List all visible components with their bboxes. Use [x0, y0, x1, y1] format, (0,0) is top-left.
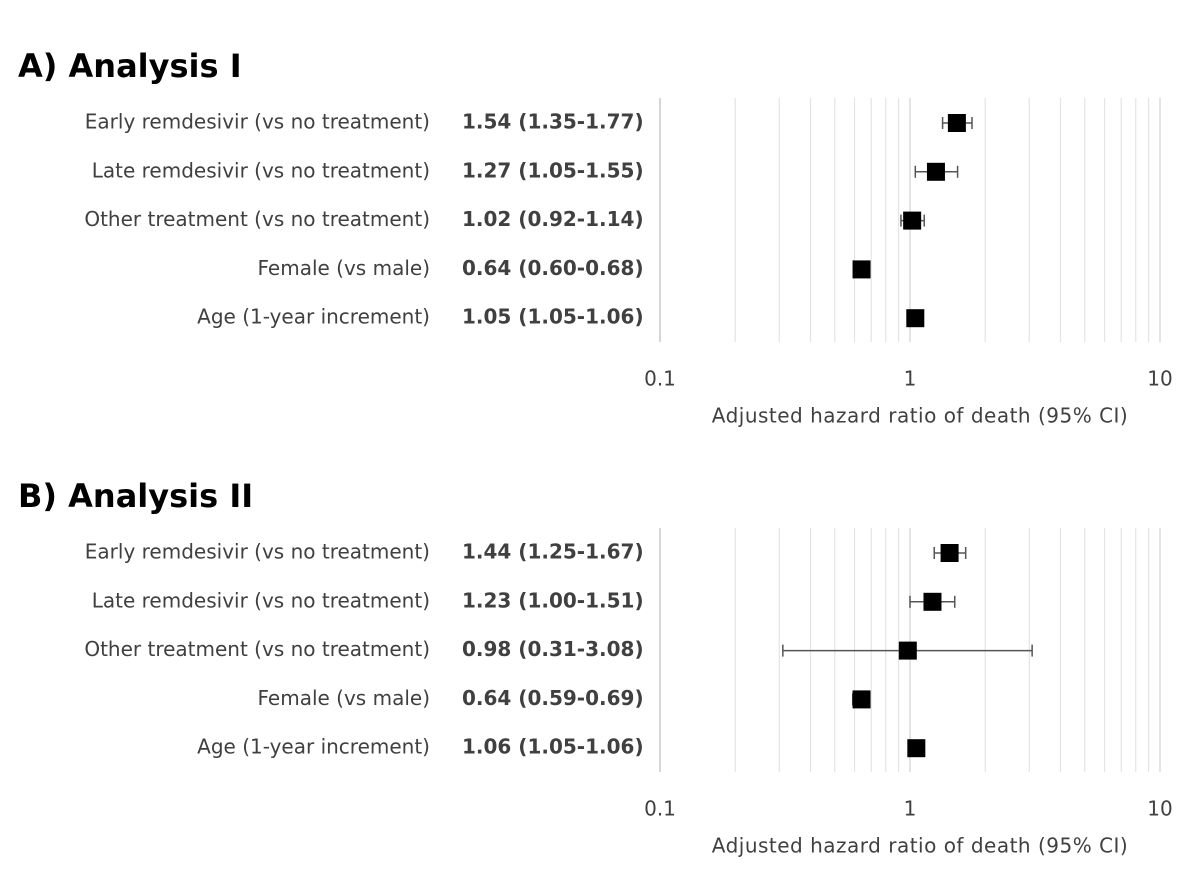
panel-title: A) Analysis I [18, 47, 242, 85]
category-label: Age (1-year increment) [197, 305, 430, 329]
x-tick-label: 0.1 [644, 367, 676, 391]
value-label: 1.23 (1.00-1.51) [462, 588, 644, 612]
point-marker [940, 544, 959, 562]
point-marker [906, 309, 925, 328]
point-marker [923, 592, 942, 611]
point-marker [898, 641, 917, 660]
value-label: 1.02 (0.92-1.14) [462, 207, 644, 231]
value-label: 1.44 (1.25-1.67) [462, 540, 644, 564]
value-label: 0.98 (0.31-3.08) [462, 637, 644, 661]
x-tick-label: 10 [1147, 367, 1172, 391]
x-axis-label: Adjusted hazard ratio of death (95% CI) [712, 834, 1129, 858]
category-label: Other treatment (vs no treatment) [84, 207, 430, 231]
x-tick-label: 1 [904, 797, 917, 821]
x-tick-label: 10 [1147, 797, 1172, 821]
category-label: Early remdesivir (vs no treatment) [85, 540, 430, 564]
value-label: 1.05 (1.05-1.06) [462, 305, 644, 329]
x-tick-label: 1 [904, 367, 917, 391]
category-label: Female (vs male) [258, 256, 431, 280]
category-label: Other treatment (vs no treatment) [84, 637, 430, 661]
value-label: 1.54 (1.35-1.77) [462, 110, 644, 134]
category-label: Late remdesivir (vs no treatment) [92, 158, 430, 182]
category-label: Early remdesivir (vs no treatment) [85, 110, 430, 134]
value-label: 1.27 (1.05-1.55) [462, 158, 644, 182]
value-label: 1.06 (1.05-1.06) [462, 735, 644, 759]
category-label: Age (1-year increment) [197, 735, 430, 759]
point-marker [926, 162, 945, 181]
point-marker [852, 260, 871, 279]
category-label: Female (vs male) [258, 686, 431, 710]
category-label: Late remdesivir (vs no treatment) [92, 588, 430, 612]
point-marker [947, 114, 966, 132]
x-tick-label: 0.1 [644, 797, 676, 821]
value-label: 0.64 (0.60-0.68) [462, 256, 644, 280]
panel-title: B) Analysis II [18, 477, 253, 515]
point-marker [907, 739, 926, 758]
value-label: 0.64 (0.59-0.69) [462, 686, 644, 710]
point-marker [903, 211, 922, 230]
x-axis-label: Adjusted hazard ratio of death (95% CI) [712, 404, 1129, 428]
point-marker [852, 690, 871, 709]
